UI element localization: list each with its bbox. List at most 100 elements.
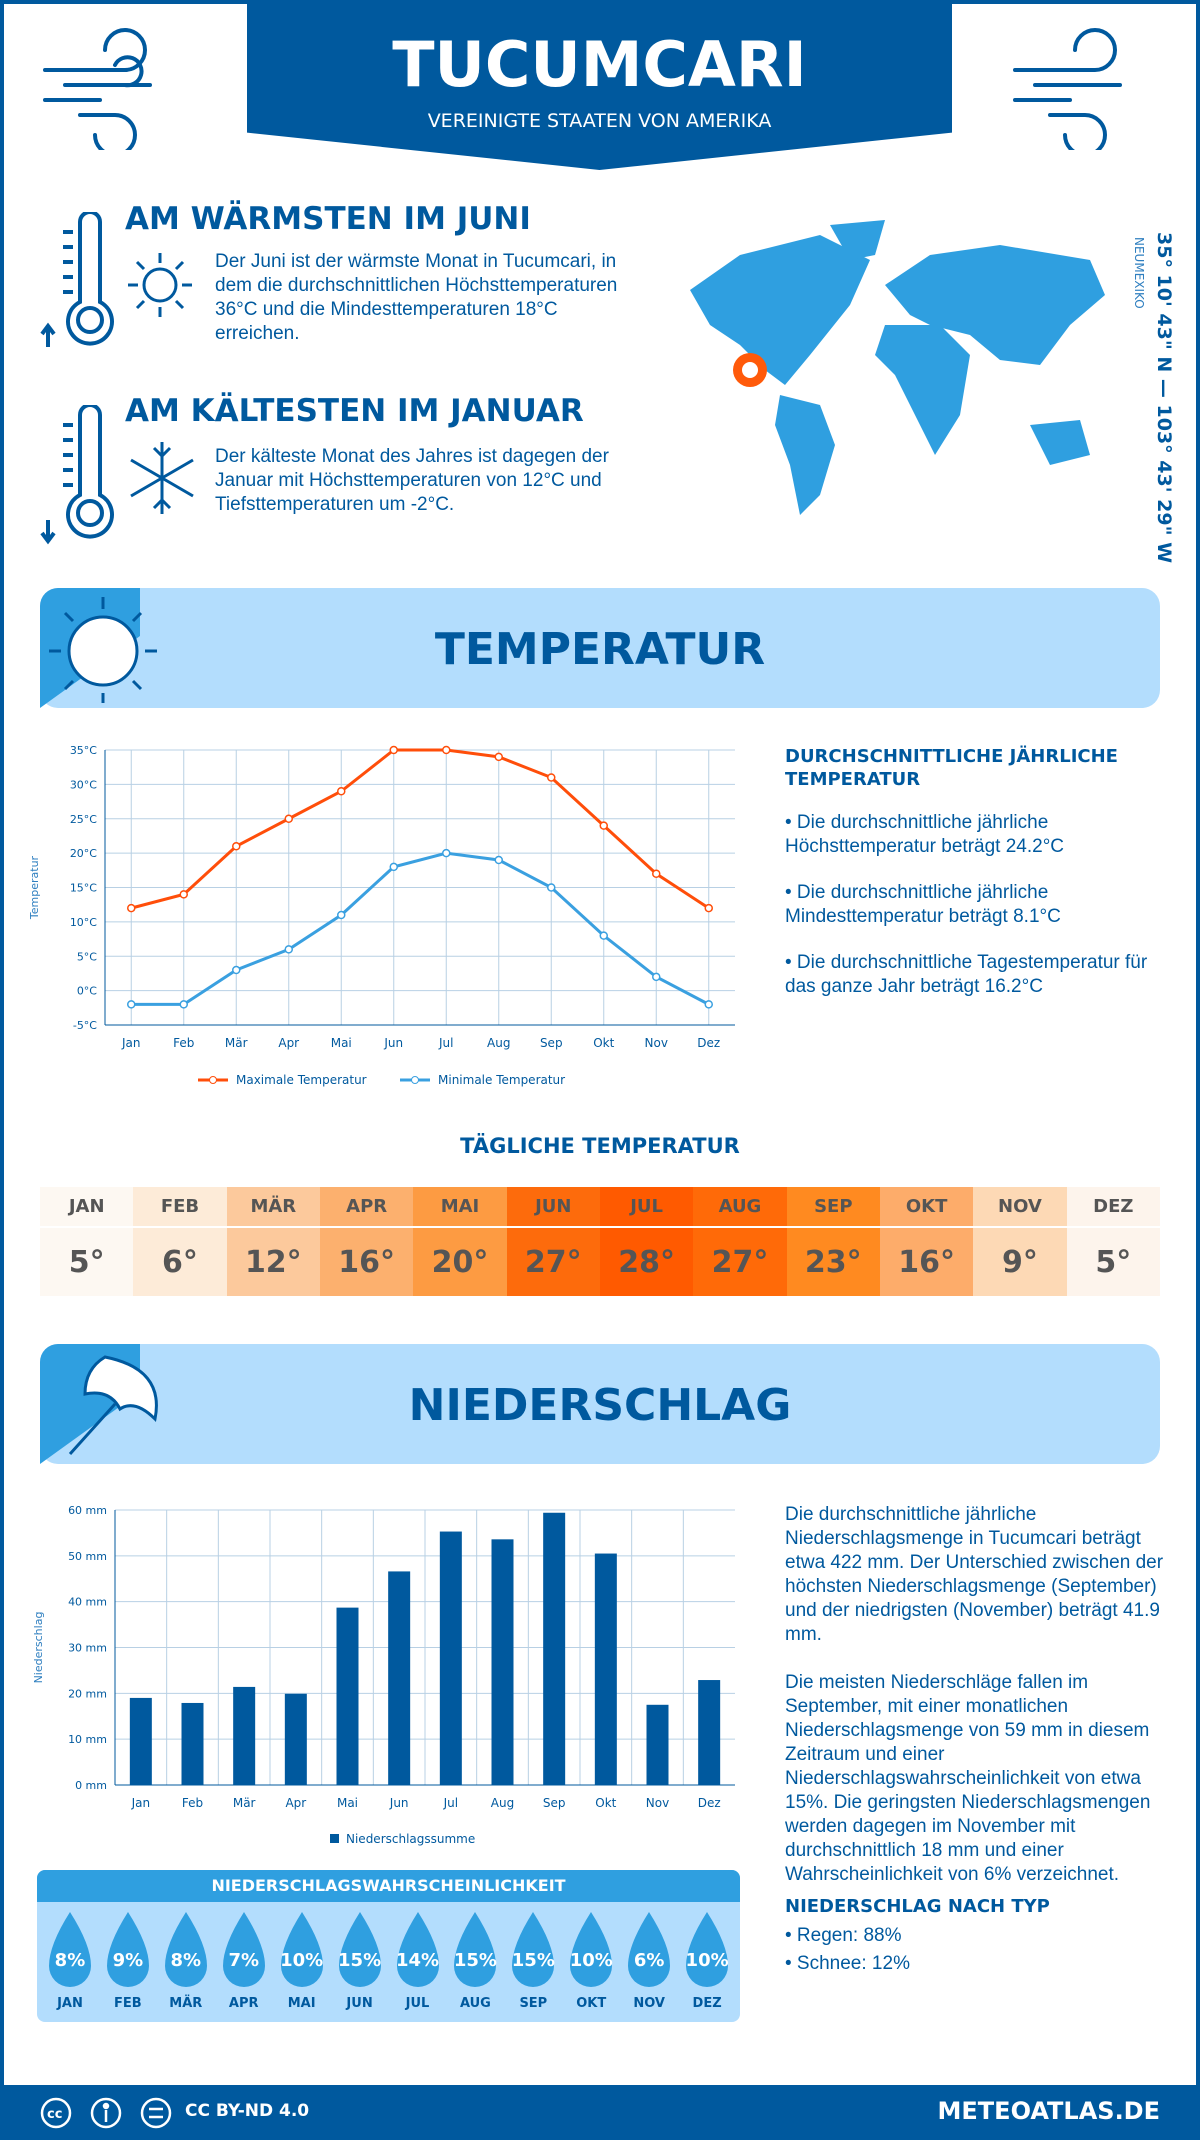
coldest-title: AM KÄLTESTEN IM JANUAR bbox=[125, 393, 584, 429]
y-tick-label: 10°C bbox=[70, 916, 97, 929]
probability-value: 15% bbox=[511, 1950, 555, 1971]
legend-label: Maximale Temperatur bbox=[236, 1073, 367, 1087]
raindrop-icon bbox=[454, 1912, 497, 1987]
probability-value: 10% bbox=[569, 1950, 613, 1971]
x-tick-label: Aug bbox=[487, 1036, 510, 1050]
precip-bar bbox=[181, 1702, 204, 1785]
precip-bar bbox=[543, 1512, 566, 1785]
y-tick-label: 15°C bbox=[70, 882, 97, 895]
precip-probability-panel: NIEDERSCHLAGSWAHRSCHEINLICHKEIT 8% JAN 9% F… bbox=[37, 1870, 740, 2022]
y-tick-label: 0°C bbox=[77, 985, 97, 998]
data-point bbox=[389, 862, 398, 872]
probability-value: 15% bbox=[338, 1950, 382, 1971]
probability-month: AUG bbox=[459, 1996, 491, 2011]
data-point bbox=[599, 931, 608, 940]
coordinates: 35° 10' 43" N — 103° 43' 29" W bbox=[1153, 232, 1175, 564]
data-point bbox=[704, 903, 713, 913]
daily-month: APR bbox=[319, 1187, 414, 1226]
probability-drop: 15% JUN bbox=[331, 1910, 389, 2015]
legend-label: Minimale Temperatur bbox=[438, 1073, 565, 1087]
probability-value: 6% bbox=[633, 1950, 665, 1971]
daily-value: 27° bbox=[693, 1226, 787, 1296]
probability-month: APR bbox=[228, 1996, 259, 2011]
precip-text-column: Die durchschnittliche jährliche Niedersc… bbox=[785, 1503, 1165, 1976]
probability-drop: 8% JAN bbox=[41, 1910, 99, 2015]
data-point bbox=[442, 745, 451, 755]
daily-temp-cell: JUN 27° bbox=[506, 1187, 600, 1296]
precip-bar bbox=[336, 1607, 359, 1785]
daily-month: MAI bbox=[413, 1187, 507, 1226]
x-tick-label: Apr bbox=[285, 1796, 306, 1810]
temperature-banner: TEMPERATUR bbox=[40, 588, 1160, 708]
thermometer-cold-icon bbox=[40, 405, 114, 545]
probability-drop: 6% NOV bbox=[620, 1910, 678, 2015]
data-point bbox=[337, 910, 346, 920]
daily-month: NOV bbox=[973, 1187, 1067, 1226]
probability-month: JUN bbox=[346, 1996, 373, 2011]
y-tick-label: 30 mm bbox=[68, 1642, 107, 1655]
daily-month: JAN bbox=[40, 1187, 134, 1226]
x-tick-label: Feb bbox=[182, 1796, 203, 1810]
probability-drop: 8% MÄR bbox=[157, 1910, 215, 2015]
daily-month: OKT bbox=[879, 1187, 974, 1226]
probability-drop: 10% OKT bbox=[562, 1910, 620, 2015]
annual-temp-bullet: • Die durchschnittliche jährliche Höchst… bbox=[785, 812, 1065, 857]
data-point bbox=[284, 945, 293, 954]
probability-month: JUL bbox=[405, 1996, 430, 2011]
probability-value: 15% bbox=[453, 1950, 497, 1971]
snowflake-icon bbox=[130, 442, 194, 514]
probability-month: DEZ bbox=[692, 1996, 722, 2011]
x-tick-label: Nov bbox=[646, 1796, 669, 1810]
umbrella-icon bbox=[68, 1355, 158, 1456]
probability-drop: 10% DEZ bbox=[678, 1910, 736, 2015]
precipitation-banner: NIEDERSCHLAG bbox=[40, 1344, 1160, 1464]
daily-month: MÄR bbox=[226, 1187, 320, 1226]
y-tick-label: 0 mm bbox=[75, 1779, 107, 1792]
site-link[interactable]: METEOATLAS.DE bbox=[937, 2097, 1160, 2125]
precip-bar bbox=[439, 1531, 462, 1785]
thermometer-warm-icon bbox=[40, 212, 114, 347]
probability-drop: 14% JUL bbox=[389, 1910, 447, 2015]
data-point bbox=[599, 821, 608, 830]
raindrop-icon bbox=[396, 1912, 439, 1987]
raindrop-icon bbox=[280, 1912, 323, 1987]
probability-month: SEP bbox=[519, 1996, 548, 2011]
daily-month: JUN bbox=[506, 1187, 600, 1226]
y-tick-label: 50 mm bbox=[68, 1550, 107, 1563]
region-label: NEUMEXIKO bbox=[1132, 237, 1146, 309]
daily-value: 16° bbox=[319, 1226, 414, 1296]
daily-value: 9° bbox=[973, 1226, 1067, 1296]
daily-value: 5° bbox=[40, 1226, 134, 1296]
probability-drop: 9% FEB bbox=[99, 1910, 157, 2015]
wind-icon-left bbox=[43, 28, 152, 150]
coldest-text: Der kälteste Monat des Jahres ist dagege… bbox=[215, 446, 609, 515]
country-subtitle: VEREINIGTE STAATEN VON AMERIKA bbox=[427, 110, 772, 132]
precipitation-title: NIEDERSCHLAG bbox=[408, 1380, 792, 1431]
x-tick-label: Dez bbox=[698, 1796, 721, 1810]
precip-para-1: Die durchschnittliche jährliche Niedersc… bbox=[785, 1504, 1164, 1645]
raindrop-icon bbox=[222, 1912, 265, 1987]
precip-type-title: NIEDERSCHLAG NACH TYP bbox=[785, 1896, 1050, 1917]
x-tick-label: Sep bbox=[540, 1036, 563, 1050]
legend-marker bbox=[209, 1076, 217, 1084]
daily-temp-table: JAN 5° FEB 6° MÄR 12° APR 16° MAI 20° JUN 27° JUL 28°… bbox=[40, 1187, 1160, 1296]
legend-label: Niederschlagssumme bbox=[346, 1832, 475, 1846]
data-point bbox=[442, 848, 451, 858]
annual-temp-bullet: • Die durchschnittliche jährliche Mindes… bbox=[785, 882, 1061, 927]
daily-temp-cell: SEP 23° bbox=[786, 1187, 880, 1296]
probability-value: 10% bbox=[685, 1950, 729, 1971]
y-tick-label: 25°C bbox=[70, 813, 97, 826]
daily-temp-cell: MÄR 12° bbox=[226, 1187, 320, 1296]
x-tick-label: Aug bbox=[491, 1796, 514, 1810]
x-tick-label: Okt bbox=[593, 1036, 614, 1050]
data-point bbox=[652, 972, 661, 982]
x-tick-label: Dez bbox=[697, 1036, 720, 1050]
probability-value: 7% bbox=[228, 1950, 259, 1971]
precip-type-rain: • Regen: 88% bbox=[785, 1925, 902, 1946]
legend-swatch bbox=[330, 1834, 339, 1843]
annual-temp-column: DURCHSCHNITTLICHE JÄHRLICHE TEMPERATUR •… bbox=[785, 745, 1160, 999]
raindrop-icon bbox=[628, 1912, 671, 1987]
probability-title: NIEDERSCHLAGSWAHRSCHEINLICHKEIT bbox=[37, 1870, 740, 1902]
x-tick-label: Mär bbox=[233, 1796, 256, 1810]
daily-value: 16° bbox=[879, 1226, 974, 1296]
